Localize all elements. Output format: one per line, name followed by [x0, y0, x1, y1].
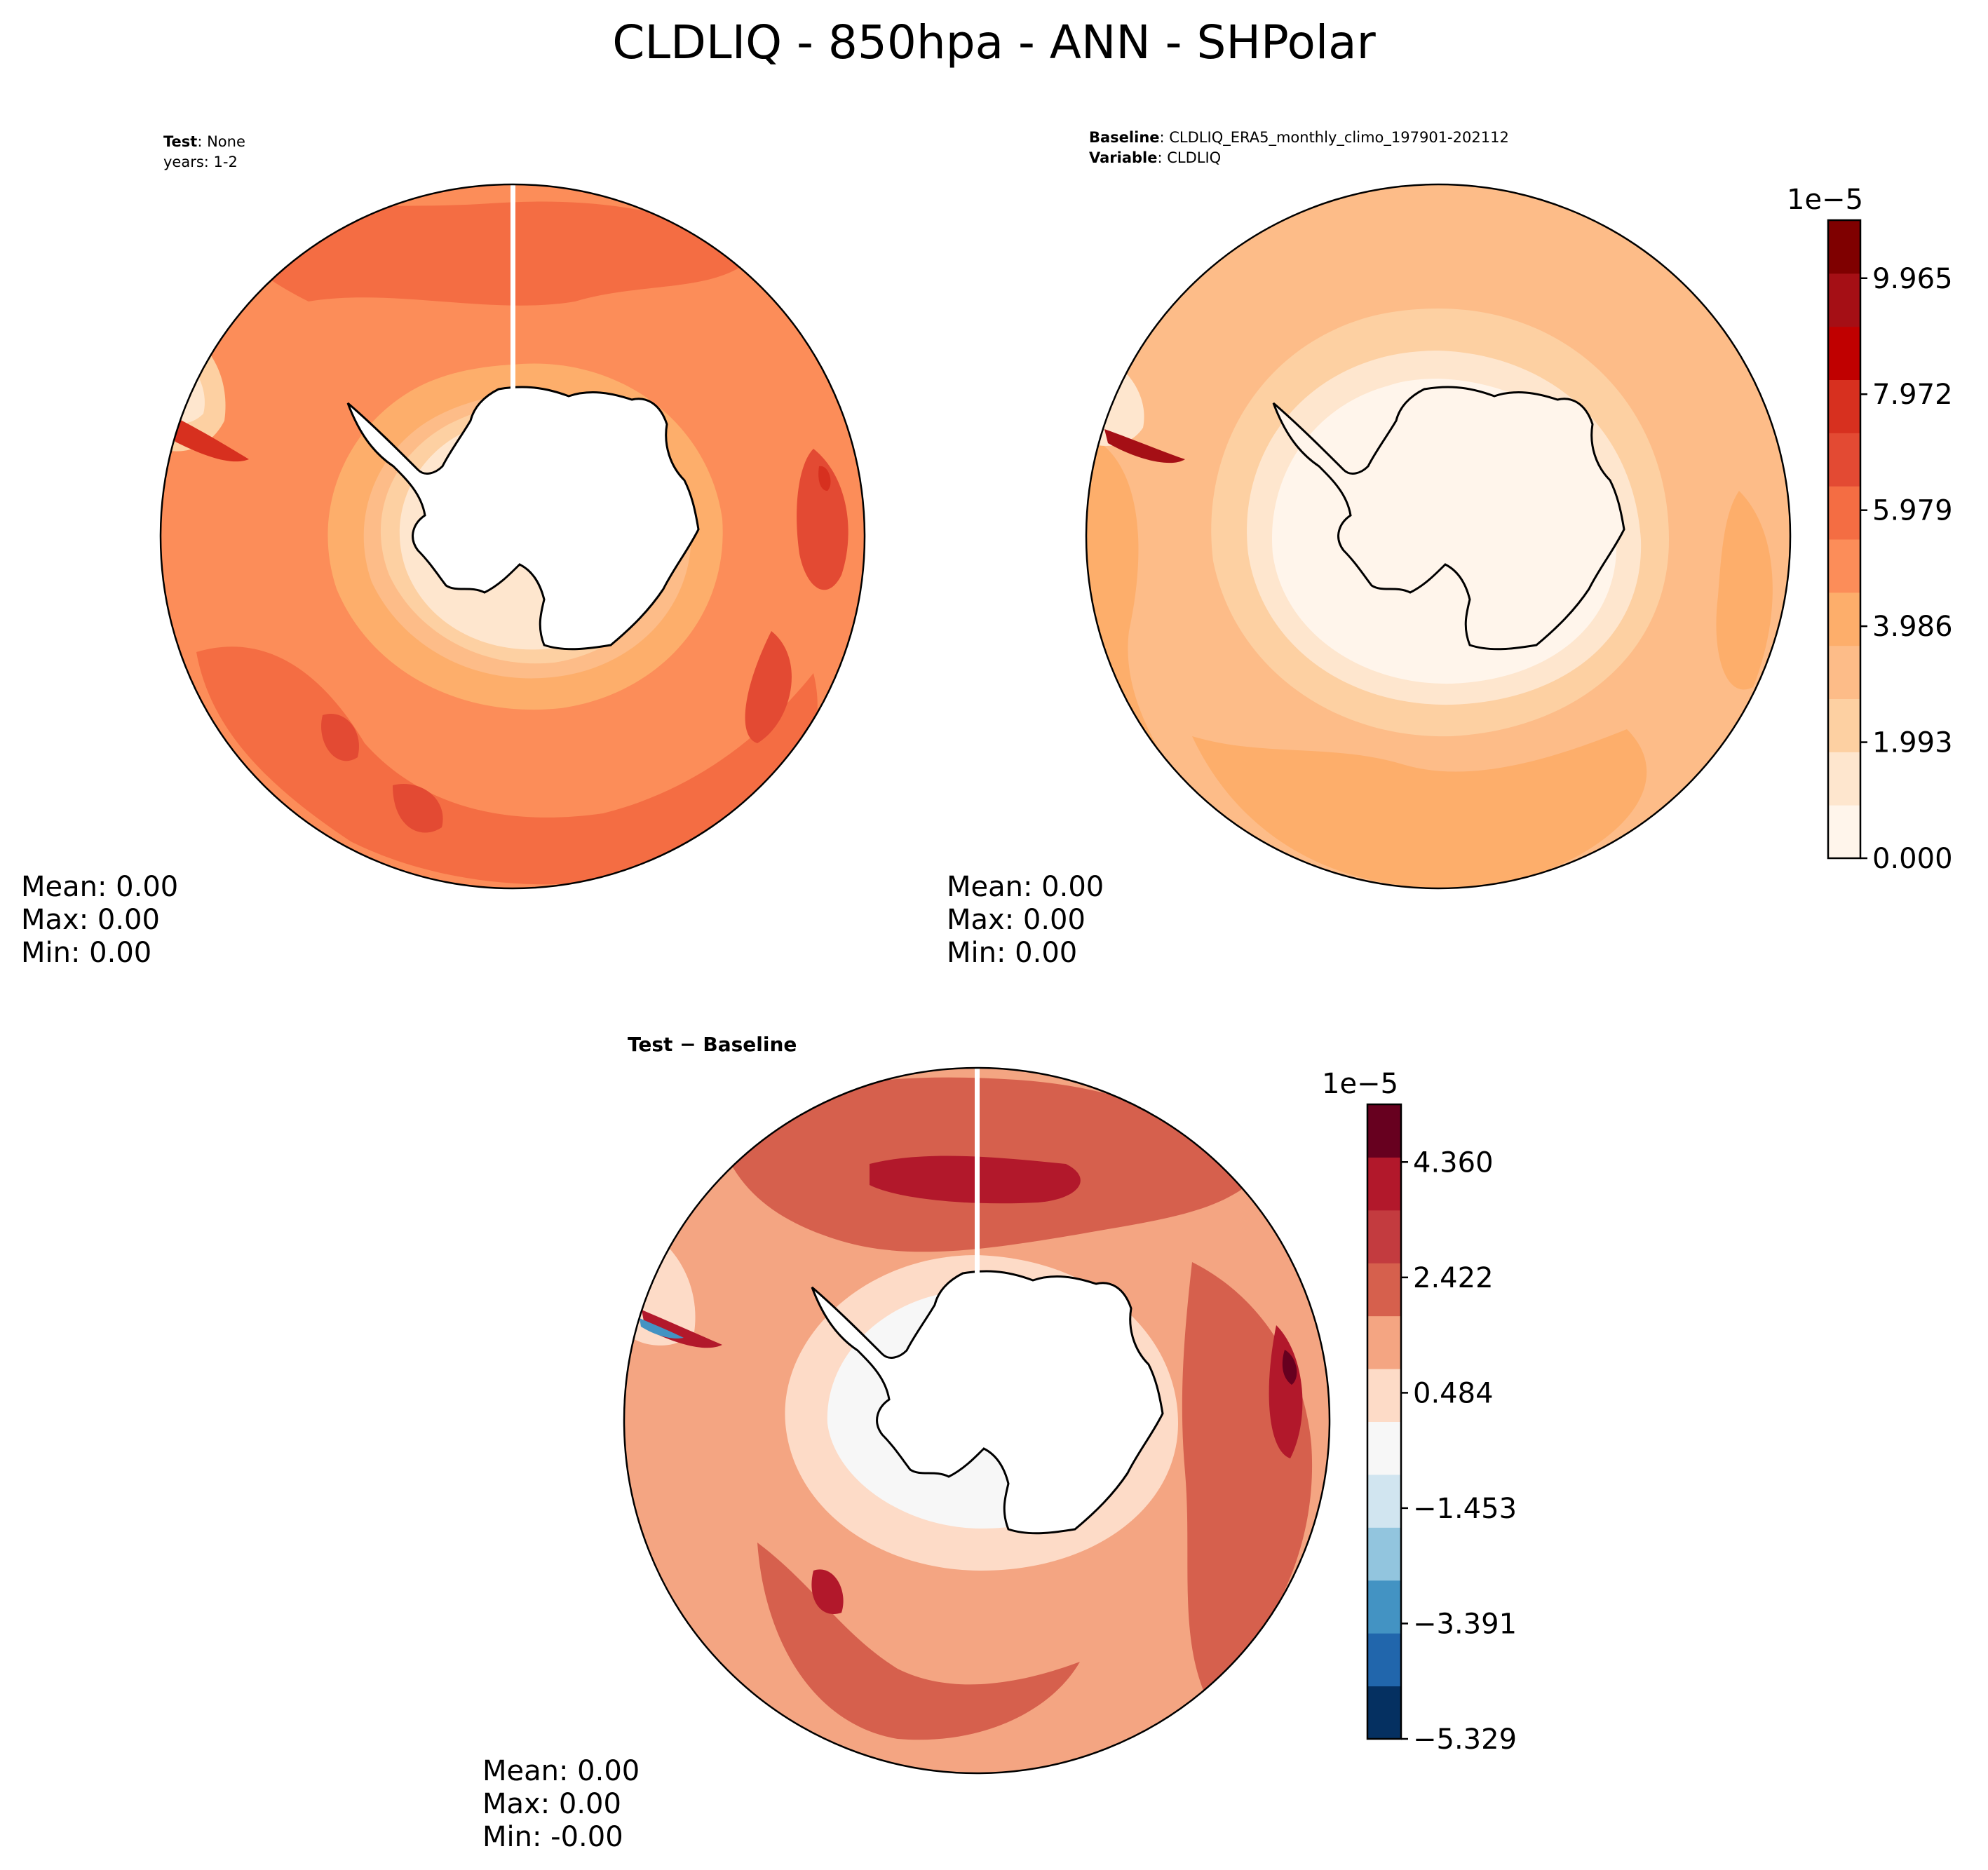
baseline-max: Max: 0.00	[947, 904, 1086, 936]
baseline-andes-red	[1104, 429, 1185, 463]
test-andes-red	[168, 414, 249, 462]
difference-andes-mixed	[642, 1310, 722, 1348]
test-high-spot-2	[321, 714, 359, 761]
difference-colorbar-segment	[1367, 1104, 1401, 1158]
difference-colorbar-tick-label: −1.453	[1413, 1493, 1517, 1525]
difference-colorbar-tick-label: 0.484	[1413, 1377, 1494, 1409]
baseline-colorbar-segment	[1828, 698, 1860, 752]
baseline-colorbar-segment	[1828, 592, 1860, 646]
difference-max: Max: 0.00	[482, 1788, 621, 1820]
test-high-spot-3	[818, 466, 831, 491]
difference-colorbar-segment	[1367, 1527, 1401, 1581]
baseline-colorbar-exponent: 1e−5	[1787, 184, 1864, 216]
difference-stats: Mean: 0.00 Max: 0.00 Min: -0.00	[482, 1755, 640, 1854]
difference-colorbar-segment	[1367, 1210, 1401, 1263]
baseline-colorbar: 0.000 1.993 3.986 5.979 7.972 9.965	[1827, 219, 1953, 875]
baseline-colorbar-segment	[1828, 645, 1860, 699]
baseline-colorbar-tick-label: 7.972	[1872, 379, 1953, 411]
baseline-colorbar-tick-label: 5.979	[1872, 495, 1953, 527]
baseline-colorbar-segment	[1828, 379, 1860, 433]
baseline-colorbar-segment	[1828, 752, 1860, 806]
baseline-outer-band-right	[1716, 491, 1773, 690]
baseline-colorbar-segment	[1828, 486, 1860, 540]
baseline-mean: Mean: 0.00	[947, 871, 1104, 903]
difference-header: Test − Baseline	[628, 1033, 797, 1056]
difference-colorbar: −5.329 −3.391 −1.453 0.484 2.422 4.360	[1366, 1103, 1517, 1756]
difference-map-border	[623, 1066, 1331, 1775]
difference-colorbar-segment	[1367, 1263, 1401, 1317]
difference-peak-right-dark	[1282, 1350, 1297, 1385]
test-high-band-right	[797, 449, 848, 590]
difference-high-bottom-spot	[811, 1569, 844, 1614]
test-missing-line	[510, 184, 515, 395]
difference-map	[623, 1066, 1331, 1775]
baseline-header-value: : CLDLIQ_ERA5_monthly_climo_197901-20211…	[1159, 129, 1509, 146]
baseline-colorbar-segment	[1828, 433, 1860, 487]
test-header-key: Test	[163, 133, 198, 150]
figure-title: CLDLIQ - 850hpa - ANN - SHPolar	[612, 15, 1376, 69]
test-header: Test: None years: 1-2	[163, 132, 245, 172]
difference-colorbar-tick-label: 4.360	[1413, 1146, 1494, 1179]
baseline-colorbar-tick-label: 0.000	[1872, 843, 1953, 875]
test-min: Min: 0.00	[21, 937, 152, 969]
difference-colorbar-segment	[1367, 1474, 1401, 1528]
difference-min: Min: -0.00	[482, 1821, 623, 1853]
difference-missing-line	[975, 1068, 980, 1278]
test-mean: Mean: 0.00	[21, 871, 179, 903]
test-map-border	[159, 183, 866, 890]
baseline-colorbar-segment	[1828, 326, 1860, 380]
difference-colorbar-segment	[1367, 1580, 1401, 1634]
test-high-band-bottom	[196, 646, 818, 885]
difference-colorbar-segment	[1367, 1315, 1401, 1369]
baseline-min: Min: 0.00	[947, 937, 1078, 969]
variable-header-key: Variable	[1089, 149, 1158, 166]
test-max: Max: 0.00	[21, 904, 160, 936]
variable-header-value: : CLDLIQ	[1157, 149, 1222, 166]
test-map	[159, 183, 866, 890]
difference-colorbar-segment	[1367, 1369, 1401, 1422]
difference-colorbar-tick-label: −3.391	[1413, 1608, 1517, 1640]
baseline-colorbar-border	[1827, 219, 1862, 860]
baseline-colorbar-tick-label: 1.993	[1872, 727, 1953, 759]
baseline-colorbar-segment	[1828, 220, 1860, 274]
difference-mean: Mean: 0.00	[482, 1755, 640, 1787]
baseline-map	[1085, 183, 1792, 890]
baseline-map-border	[1085, 183, 1792, 890]
test-header-years: years: 1-2	[163, 154, 238, 170]
difference-colorbar-segment	[1367, 1633, 1401, 1687]
test-high-band-right2	[745, 631, 792, 743]
baseline-colorbar-segment	[1828, 805, 1860, 859]
difference-high-bottom	[757, 1543, 1080, 1740]
baseline-header-key: Baseline	[1089, 129, 1160, 146]
baseline-colorbar-tick-label: 9.965	[1872, 263, 1953, 295]
baseline-stats: Mean: 0.00 Max: 0.00 Min: 0.00	[947, 871, 1104, 970]
test-stats: Mean: 0.00 Max: 0.00 Min: 0.00	[21, 871, 178, 970]
difference-andes-blue	[640, 1318, 684, 1339]
difference-colorbar-segment	[1367, 1686, 1401, 1740]
difference-colorbar-tick-label: 2.422	[1413, 1262, 1494, 1294]
test-high-band-top	[231, 201, 757, 306]
baseline-header: Baseline: CLDLIQ_ERA5_monthly_climo_1979…	[1089, 128, 1509, 168]
difference-colorbar-border	[1366, 1103, 1402, 1740]
baseline-colorbar-segment	[1828, 273, 1860, 327]
baseline-colorbar-segment	[1828, 539, 1860, 593]
test-header-value: : None	[197, 133, 245, 150]
baseline-colorbar-tick-label: 3.986	[1872, 611, 1953, 643]
difference-peak-right	[1269, 1325, 1303, 1458]
difference-colorbar-tick-label: −5.329	[1413, 1723, 1517, 1756]
baseline-outer-band-bottom	[1192, 729, 1647, 888]
difference-colorbar-segment	[1367, 1421, 1401, 1475]
difference-colorbar-segment	[1367, 1157, 1401, 1211]
difference-colorbar-exponent: 1e−5	[1322, 1068, 1399, 1100]
test-high-spot-1	[393, 784, 443, 833]
